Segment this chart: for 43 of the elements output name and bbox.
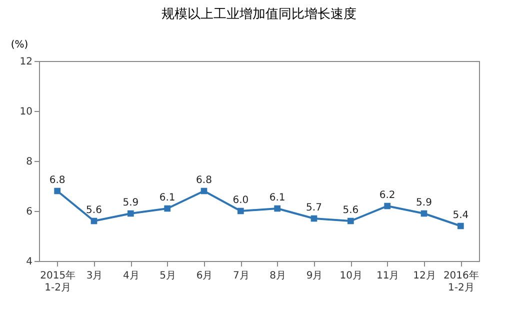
point [200, 188, 208, 194]
chart-title: 规模以上工业增加值同比增长速度 [162, 6, 356, 22]
point [274, 205, 280, 212]
point [164, 205, 170, 212]
x-tick-label: 2015年 1-2月 [40, 270, 76, 294]
x-tick-label: 5月 [160, 270, 176, 282]
x-tick-label: 9月 [306, 270, 323, 282]
data-label: 6.8 [49, 175, 66, 186]
data-label: 6.1 [269, 192, 286, 204]
x-tick-label: 4月 [122, 270, 140, 282]
point [90, 218, 98, 224]
point [384, 202, 390, 210]
data-label: 5.9 [416, 198, 432, 208]
x-tick-label: 8月 [270, 270, 286, 282]
y-tick-label: 12 [20, 56, 32, 68]
y-tick-label: 8 [26, 156, 32, 168]
point [348, 218, 354, 224]
x-tick-label: 12月 [413, 270, 436, 282]
x-tick-label: 2016年 1-2月 [443, 270, 479, 294]
point [128, 210, 134, 217]
x-tick-label: 10月 [340, 270, 363, 282]
x-tick-label: 6月 [196, 270, 213, 282]
data-label: 5.4 [452, 210, 469, 221]
point [238, 208, 244, 214]
point [458, 222, 464, 230]
data-label: 5.6 [342, 205, 359, 216]
point [54, 188, 60, 194]
x-tick-label: 3月 [86, 270, 103, 282]
y-tick-label: 10 [20, 106, 32, 118]
point [310, 215, 318, 222]
data-label: 5.6 [86, 205, 102, 216]
data-label: 6.2 [379, 190, 396, 201]
data-label: 5.7 [306, 202, 322, 214]
data-label: 5.9 [122, 198, 139, 208]
y-axis-title: (%) [10, 40, 28, 50]
data-label: 6.1 [159, 192, 176, 204]
y-tick-label: 4 [26, 256, 32, 268]
x-tick-label: 7月 [232, 270, 250, 282]
x-tick-label: 11月 [376, 270, 400, 282]
data-label: 6.0 [232, 195, 249, 206]
data-label: 6.8 [196, 175, 212, 186]
point [420, 210, 428, 217]
y-tick-label: 6 [26, 206, 32, 218]
